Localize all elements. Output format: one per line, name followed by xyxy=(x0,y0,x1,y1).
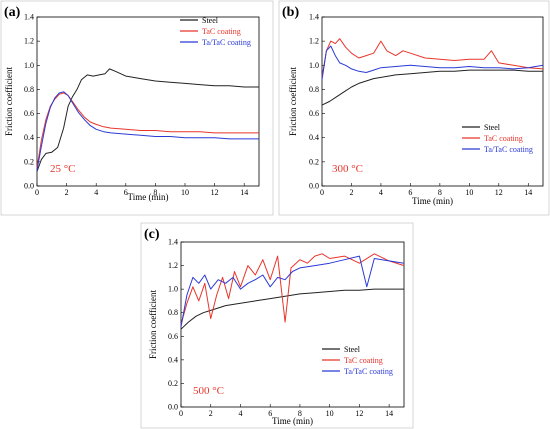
legend-label: Ta/TaC coating xyxy=(484,145,533,154)
y-tick-label: 1.2 xyxy=(24,37,34,46)
x-tick-label: 2 xyxy=(349,188,353,197)
series-line-tac-coating xyxy=(36,92,259,168)
legend-label: Steel xyxy=(484,123,501,132)
y-tick-label: 0.0 xyxy=(168,403,178,412)
x-tick-label: 0 xyxy=(320,188,324,197)
x-tick-label: 14 xyxy=(385,409,393,418)
x-axis-title: Time (min) xyxy=(412,196,453,206)
y-tick-label: 0.8 xyxy=(309,85,319,94)
y-tick-label: 0.6 xyxy=(24,109,34,118)
x-tick-label: 8 xyxy=(153,188,157,197)
series-line-tac-coating xyxy=(321,38,544,78)
y-tick-label: 0.4 xyxy=(24,133,34,142)
y-tick-label: 1.2 xyxy=(168,261,178,270)
y-tick-label: 0.6 xyxy=(309,109,319,118)
y-tick-label: 0.2 xyxy=(24,157,34,166)
y-tick-label: 0.2 xyxy=(168,379,178,388)
series-line-steel xyxy=(321,69,543,106)
x-tick-label: 10 xyxy=(181,188,189,197)
series-line-steel xyxy=(180,288,404,330)
temperature-annotation: 25 °C xyxy=(50,163,76,175)
y-axis-title: Friction coefficient xyxy=(4,66,14,136)
x-tick-label: 8 xyxy=(438,188,442,197)
panel-frame xyxy=(0,0,274,216)
y-tick-label: 0.8 xyxy=(24,85,34,94)
y-tick-label: 1.0 xyxy=(168,285,178,294)
x-tick-label: 14 xyxy=(240,188,248,197)
x-tick-label: 12 xyxy=(355,409,363,418)
y-axis-title: Friction coefficient xyxy=(288,66,298,136)
legend-label: Steel xyxy=(202,16,219,25)
x-tick-label: 4 xyxy=(379,188,383,197)
legend-label: TaC coating xyxy=(202,27,241,36)
x-tick-label: 12 xyxy=(495,188,503,197)
temperature-annotation: 300 °C xyxy=(332,163,363,175)
panel-frame xyxy=(140,222,414,429)
y-tick-label: 0.6 xyxy=(168,332,178,341)
series-line-tac-coating xyxy=(180,253,405,325)
x-tick-label: 4 xyxy=(94,188,98,197)
legend-label: Steel xyxy=(344,345,361,354)
x-tick-label: 14 xyxy=(524,188,532,197)
y-tick-label: 0.2 xyxy=(309,157,319,166)
series-line-ta-tac-coating xyxy=(321,45,544,80)
x-tick-label: 10 xyxy=(465,188,473,197)
x-tick-label: 4 xyxy=(238,409,242,418)
y-tick-label: 1.0 xyxy=(24,61,34,70)
legend-label: TaC coating xyxy=(344,356,383,365)
panel-label: (b) xyxy=(282,5,299,20)
y-tick-label: 1.4 xyxy=(168,238,178,247)
y-axis-title: Friction coefficient xyxy=(148,289,158,359)
x-tick-label: 0 xyxy=(35,188,39,197)
chart-panel-b: (b) 0 2 4 6 8 10 12 14 0.0 0.2 0.4 0.6 0.8 1.0 1.2 1.4 Ti… xyxy=(278,0,550,216)
series-line-ta-tac-coating xyxy=(180,255,405,327)
y-tick-label: 1.4 xyxy=(309,13,319,22)
panel-label: (a) xyxy=(4,5,21,20)
x-axis-title: Time (min) xyxy=(272,416,313,426)
panel-label: (c) xyxy=(144,227,160,242)
x-tick-label: 6 xyxy=(268,409,272,418)
series-line-ta-tac-coating xyxy=(36,91,259,171)
x-tick-label: 6 xyxy=(408,188,412,197)
chart-panel-a: (a) 0 2 4 6 8 10 12 14 0.0 0.2 0.4 0.6 0.8 1.0 1.2 1.4 Ti… xyxy=(0,0,274,216)
x-tick-label: 6 xyxy=(124,188,128,197)
legend-label: Ta/TaC coating xyxy=(202,38,251,47)
x-tick-label: 0 xyxy=(179,409,183,418)
plot-area-box xyxy=(36,16,260,187)
y-tick-label: 0.4 xyxy=(168,355,178,364)
y-tick-label: 1.2 xyxy=(309,37,319,46)
legend-label: TaC coating xyxy=(484,134,523,143)
x-tick-label: 8 xyxy=(298,409,302,418)
y-tick-label: 1.0 xyxy=(309,61,319,70)
y-tick-label: 0.4 xyxy=(309,133,319,142)
y-tick-label: 0.8 xyxy=(168,308,178,317)
x-axis-title: Time (min) xyxy=(128,192,169,202)
x-tick-label: 12 xyxy=(211,188,219,197)
y-tick-label: 0.0 xyxy=(24,182,34,191)
temperature-annotation: 500 °C xyxy=(193,385,224,397)
y-tick-label: 0.0 xyxy=(309,182,319,191)
series-line-steel xyxy=(36,68,259,172)
panel-frame xyxy=(278,0,550,216)
x-tick-label: 2 xyxy=(65,188,69,197)
x-tick-label: 10 xyxy=(326,409,334,418)
plot-area-box xyxy=(321,16,544,187)
x-tick-label: 2 xyxy=(209,409,213,418)
y-tick-label: 1.4 xyxy=(24,13,34,22)
legend-label: Ta/TaC coating xyxy=(344,367,393,376)
chart-panel-c: (c) 0 2 4 6 8 10 12 14 0.0 0.2 0.4 0.6 0.8 1.0 1.2 1.4 Ti… xyxy=(140,222,414,429)
